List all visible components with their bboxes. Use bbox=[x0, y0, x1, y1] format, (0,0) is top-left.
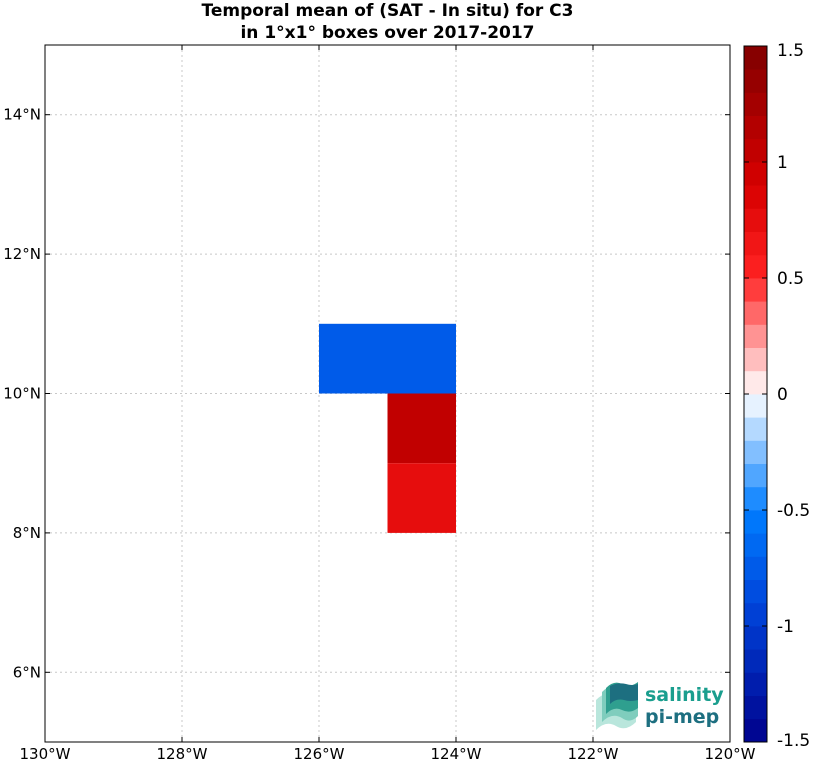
colorbar-segment bbox=[744, 626, 767, 650]
colorbar-segment bbox=[744, 417, 767, 441]
colorbar-segment bbox=[744, 115, 767, 140]
colorbar-ticks: 1.5 1 0.5 0 -0.5 -1 -1.5 bbox=[744, 41, 810, 751]
colorbar-segment bbox=[744, 510, 767, 534]
colorbar-segment bbox=[744, 440, 767, 464]
colorbar-segment bbox=[744, 672, 767, 696]
logo-text-pi-mep: pi-mep bbox=[645, 706, 719, 728]
salinity-pi-mep-logo: salinity pi-mep bbox=[596, 682, 724, 730]
colorbar-segment bbox=[744, 394, 767, 418]
colorbar-segment bbox=[744, 162, 767, 186]
x-tick-label: 120°W bbox=[705, 745, 756, 763]
y-tick-label: 12°N bbox=[3, 245, 41, 263]
colorbar-segment bbox=[744, 556, 767, 580]
chart-title-line1: Temporal mean of (SAT - In situ) for C3 bbox=[201, 1, 574, 21]
x-tick-label: 124°W bbox=[431, 745, 482, 763]
colorbar-segment bbox=[744, 463, 767, 488]
chart-title-line2: in 1°x1° boxes over 2017-2017 bbox=[240, 23, 535, 43]
y-tick-label: 14°N bbox=[3, 106, 41, 124]
y-axis-ticks: 6°N 8°N 10°N 12°N 14°N bbox=[3, 106, 730, 681]
colorbar-segment bbox=[744, 278, 767, 302]
heatmap-cell bbox=[387, 463, 456, 533]
data-cells bbox=[319, 323, 456, 533]
chart-title: Temporal mean of (SAT - In situ) for C3 … bbox=[45, 0, 730, 44]
x-tick-label: 122°W bbox=[568, 745, 619, 763]
colorbar-segment bbox=[744, 231, 767, 256]
colorbar-segment bbox=[744, 602, 767, 627]
colorbar-segment bbox=[744, 138, 767, 163]
colorbar bbox=[743, 45, 768, 743]
colorbar-segment bbox=[744, 208, 767, 232]
colorbar-segment bbox=[744, 301, 767, 325]
colorbar-segment bbox=[744, 370, 767, 395]
colorbar-segment bbox=[744, 695, 767, 720]
heatmap-cell bbox=[319, 323, 456, 394]
colorbar-segment bbox=[744, 533, 767, 557]
x-axis-ticks: 130°W 128°W 126°W 124°W 122°W 120°W bbox=[20, 45, 756, 763]
colorbar-segment bbox=[744, 486, 767, 511]
colorbar-segment bbox=[744, 185, 767, 209]
colorbar-segment bbox=[744, 92, 767, 116]
heatmap-cell bbox=[387, 393, 456, 464]
colorbar-segment bbox=[744, 69, 767, 93]
colorbar-tick-label: -0.5 bbox=[777, 501, 810, 521]
colorbar-tick-label: 0.5 bbox=[777, 269, 804, 289]
colorbar-segment bbox=[744, 324, 767, 348]
colorbar-tick-label: -1.5 bbox=[777, 731, 810, 751]
logo-text-salinity: salinity bbox=[645, 684, 724, 706]
colorbar-segment bbox=[744, 347, 767, 372]
x-tick-label: 126°W bbox=[294, 745, 345, 763]
colorbar-tick-label: 1.5 bbox=[777, 41, 804, 61]
colorbar-segment bbox=[744, 46, 767, 70]
colorbar-segment bbox=[744, 649, 767, 673]
y-tick-label: 10°N bbox=[3, 385, 41, 403]
colorbar-segment bbox=[744, 579, 767, 604]
x-tick-label: 130°W bbox=[20, 745, 71, 763]
colorbar-tick-label: 0 bbox=[777, 385, 788, 405]
wave-logo-icon bbox=[596, 682, 638, 730]
colorbar-segment bbox=[744, 718, 767, 743]
y-tick-label: 6°N bbox=[13, 663, 41, 681]
colorbar-tick-label: 1 bbox=[777, 153, 788, 173]
colorbar-tick-label: -1 bbox=[777, 617, 794, 637]
x-tick-label: 128°W bbox=[157, 745, 208, 763]
colorbar-segment bbox=[744, 254, 767, 279]
y-tick-label: 8°N bbox=[13, 524, 41, 542]
